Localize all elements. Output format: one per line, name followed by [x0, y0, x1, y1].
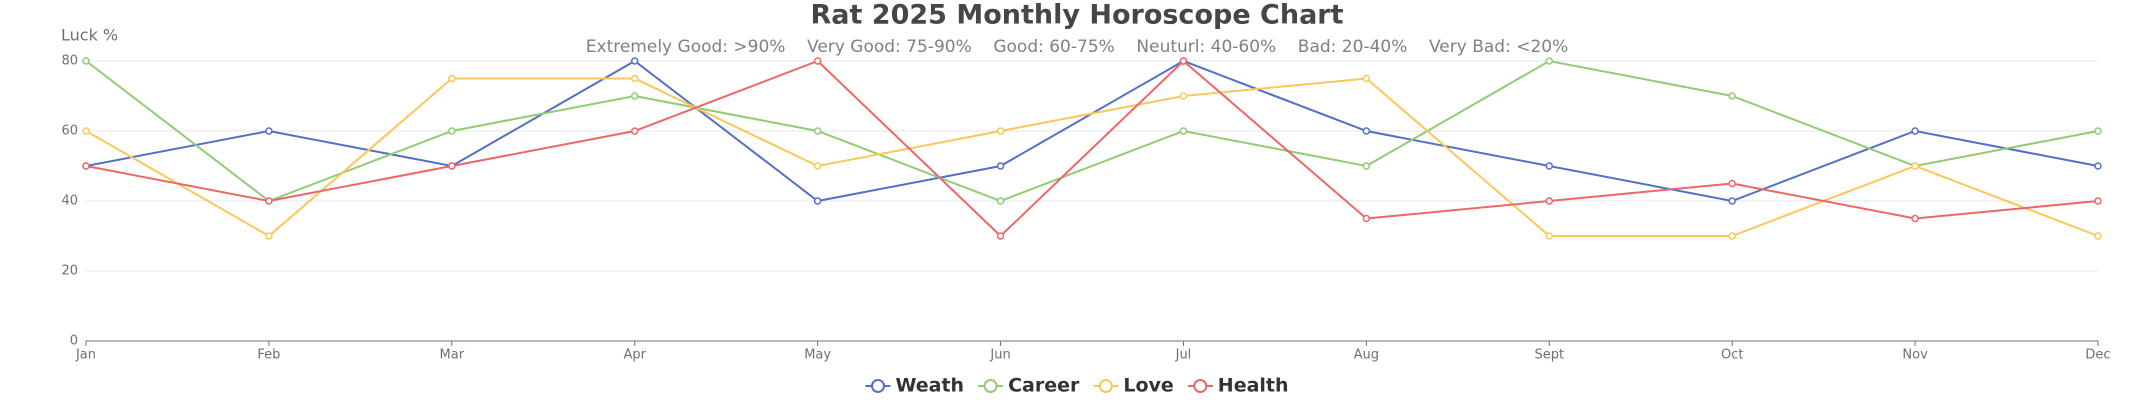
data-point	[813, 57, 822, 65]
data-point	[813, 127, 822, 135]
y-tick-label: 60	[61, 124, 78, 139]
legend-label: Health	[1218, 375, 1289, 397]
data-point	[1728, 232, 1736, 240]
x-tick-label: Mar	[440, 348, 465, 363]
legend-item: Career	[978, 375, 1080, 397]
y-axis-title: Luck %	[61, 26, 118, 45]
data-point	[1728, 92, 1736, 100]
x-tick-label: Feb	[257, 348, 280, 363]
data-point	[630, 57, 639, 65]
data-point	[1911, 162, 1919, 170]
x-tick-label: Jul	[1175, 348, 1192, 363]
data-point	[2094, 162, 2102, 170]
data-point	[265, 127, 273, 135]
series-line	[85, 59, 2099, 238]
data-point	[265, 232, 273, 240]
data-point	[265, 197, 273, 205]
data-point	[448, 74, 456, 83]
series-line	[85, 77, 2099, 238]
data-point	[448, 127, 456, 135]
data-point	[1545, 197, 1554, 205]
data-point	[2094, 232, 2102, 240]
chart-title: Rat 2025 Monthly Horoscope Chart	[810, 0, 1343, 31]
legend-label: Career	[1008, 375, 1080, 397]
data-point	[813, 197, 822, 205]
y-tick-label: 80	[61, 54, 78, 69]
data-point	[82, 162, 90, 170]
chart-subtitle: Extremely Good: >90% Very Good: 75-90% G…	[586, 37, 1568, 57]
x-tick-label: May	[804, 348, 831, 363]
legend-item: Love	[1093, 375, 1174, 397]
series-line	[85, 59, 2099, 203]
data-point	[1545, 232, 1554, 240]
legend-marker	[1193, 379, 1208, 393]
data-point	[1179, 92, 1188, 100]
data-point	[996, 197, 1005, 205]
legend-item: Health	[1187, 375, 1289, 397]
data-point	[1911, 127, 1919, 135]
data-point	[813, 162, 822, 170]
data-point	[1728, 179, 1736, 188]
data-point	[82, 57, 90, 65]
y-tick-label: 0	[70, 334, 78, 349]
data-point	[630, 74, 639, 83]
data-point	[1362, 214, 1371, 223]
legend-marker	[1098, 379, 1113, 393]
data-point	[2094, 127, 2102, 135]
data-point	[1362, 74, 1371, 83]
y-tick-label: 20	[61, 264, 78, 279]
x-tick-label: Jun	[989, 348, 1010, 363]
x-tick-label: Oct	[1721, 348, 1743, 363]
data-point	[1911, 214, 1919, 223]
data-point	[996, 127, 1005, 135]
x-tick-label: Aug	[1354, 348, 1379, 363]
data-point	[1545, 57, 1554, 65]
data-point	[448, 162, 456, 170]
data-point	[996, 162, 1005, 170]
data-point	[1545, 162, 1554, 170]
x-tick-label: Sept	[1534, 348, 1564, 363]
data-point	[630, 92, 639, 100]
data-point	[630, 127, 639, 135]
data-point	[1179, 127, 1188, 135]
data-point	[2094, 197, 2102, 205]
legend-label: Weath	[895, 375, 964, 397]
legend-label: Love	[1123, 375, 1173, 397]
legend-marker	[870, 379, 885, 393]
legend: Weath Career Love Health	[865, 375, 1289, 397]
data-point	[82, 127, 90, 135]
y-tick-label: 40	[61, 194, 78, 209]
data-point	[1362, 162, 1371, 170]
x-tick-label: Apr	[623, 348, 646, 363]
x-tick-label: Nov	[1902, 348, 1928, 363]
data-point	[1179, 57, 1188, 65]
x-tick-label: Dec	[2085, 348, 2110, 363]
x-tick-label: Jan	[75, 348, 96, 363]
legend-item: Weath	[865, 375, 964, 397]
data-point	[1728, 197, 1736, 205]
data-point	[1362, 127, 1371, 135]
data-point	[996, 232, 1005, 240]
legend-marker	[983, 379, 998, 393]
